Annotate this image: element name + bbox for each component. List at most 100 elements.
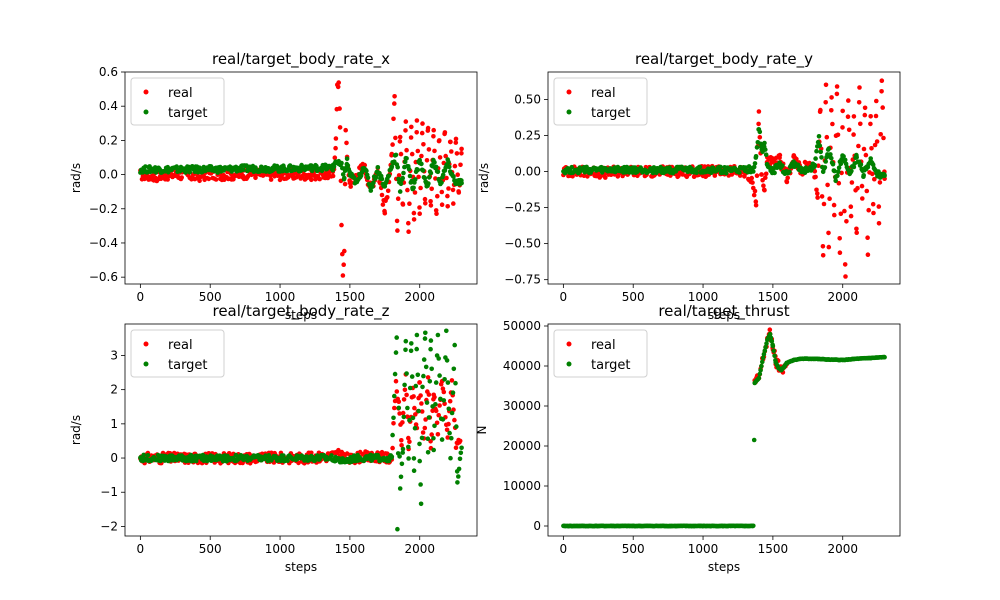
data-point (341, 262, 347, 268)
data-point (838, 161, 844, 167)
data-point (342, 181, 348, 187)
data-point (814, 187, 819, 193)
data-point (431, 447, 437, 453)
data-point (421, 373, 426, 379)
data-point (842, 208, 847, 214)
data-point (872, 176, 877, 182)
data-point (815, 195, 820, 200)
data-point (832, 212, 837, 218)
data-point (441, 389, 447, 395)
data-point (459, 151, 464, 156)
data-point (843, 274, 848, 279)
data-point (840, 108, 845, 114)
data-point (815, 191, 820, 196)
data-point (419, 153, 424, 159)
data-point (333, 145, 338, 151)
data-point (816, 163, 821, 168)
data-point (869, 146, 874, 151)
data-point (364, 168, 369, 174)
data-point (749, 175, 754, 181)
data-point (817, 143, 823, 148)
y-tick-label: 3 (110, 348, 118, 362)
legend-entry: target (168, 358, 208, 373)
data-point (329, 453, 334, 458)
legend-marker (566, 341, 572, 347)
data-point (826, 244, 832, 250)
data-point (425, 450, 431, 455)
data-point (390, 432, 395, 438)
data-point (380, 202, 386, 207)
data-point (412, 190, 418, 195)
data-point (834, 91, 840, 97)
data-point (447, 430, 452, 436)
data-point (827, 196, 832, 201)
data-point (403, 119, 409, 124)
data-point (281, 453, 286, 458)
data-point (145, 453, 151, 458)
data-point (419, 161, 424, 167)
data-point (814, 148, 819, 154)
x-tick-label: 1500 (335, 290, 366, 304)
data-point (397, 454, 402, 459)
data-point (446, 186, 451, 191)
data-point (446, 421, 451, 427)
legend-entry: real (168, 338, 193, 353)
legend-marker (143, 109, 149, 115)
data-point (390, 142, 395, 147)
x-tick-label: 1000 (265, 542, 296, 556)
data-point (417, 205, 422, 210)
data-point (820, 253, 826, 258)
data-point (751, 164, 757, 170)
data-point (752, 188, 758, 194)
data-point (861, 173, 866, 178)
legend-marker (143, 341, 149, 347)
data-point (393, 152, 399, 158)
data-point (371, 180, 376, 186)
data-point (401, 414, 407, 420)
data-point (833, 178, 838, 184)
data-point (345, 163, 351, 168)
x-tick-label: 500 (199, 290, 222, 304)
legend-entry: real (591, 86, 616, 101)
data-point (435, 193, 440, 199)
y-axis-label: rad/s (69, 163, 83, 193)
data-point (435, 169, 441, 175)
data-point (879, 89, 884, 94)
data-point (420, 384, 425, 390)
data-point (425, 375, 431, 380)
data-point (406, 444, 411, 450)
data-point (856, 143, 861, 149)
data-point (846, 127, 852, 133)
data-point (756, 375, 762, 381)
y-tick-label: 10000 (503, 479, 541, 493)
data-point (423, 364, 429, 370)
y-tick-label: −1 (100, 485, 118, 499)
data-point (416, 174, 421, 180)
data-point (459, 445, 464, 451)
data-point (446, 406, 452, 412)
data-point (412, 405, 417, 411)
data-point (831, 202, 837, 208)
data-point (442, 130, 448, 135)
data-point (409, 341, 414, 346)
data-point (406, 456, 411, 461)
data-point (759, 172, 764, 177)
data-point (431, 134, 436, 139)
data-point (845, 114, 851, 119)
data-point (723, 170, 729, 176)
data-point (441, 398, 447, 403)
data-point (422, 175, 428, 181)
y-tick-label: 1 (110, 417, 118, 431)
data-point (762, 187, 767, 193)
data-point (424, 400, 430, 405)
data-point (450, 187, 456, 193)
data-point (407, 173, 413, 179)
data-point (411, 210, 417, 216)
data-point (761, 352, 767, 357)
data-point (754, 145, 760, 150)
data-point (433, 380, 439, 385)
plot-area (561, 327, 887, 529)
data-point (815, 139, 821, 145)
data-point (428, 170, 434, 176)
data-point (415, 167, 421, 173)
